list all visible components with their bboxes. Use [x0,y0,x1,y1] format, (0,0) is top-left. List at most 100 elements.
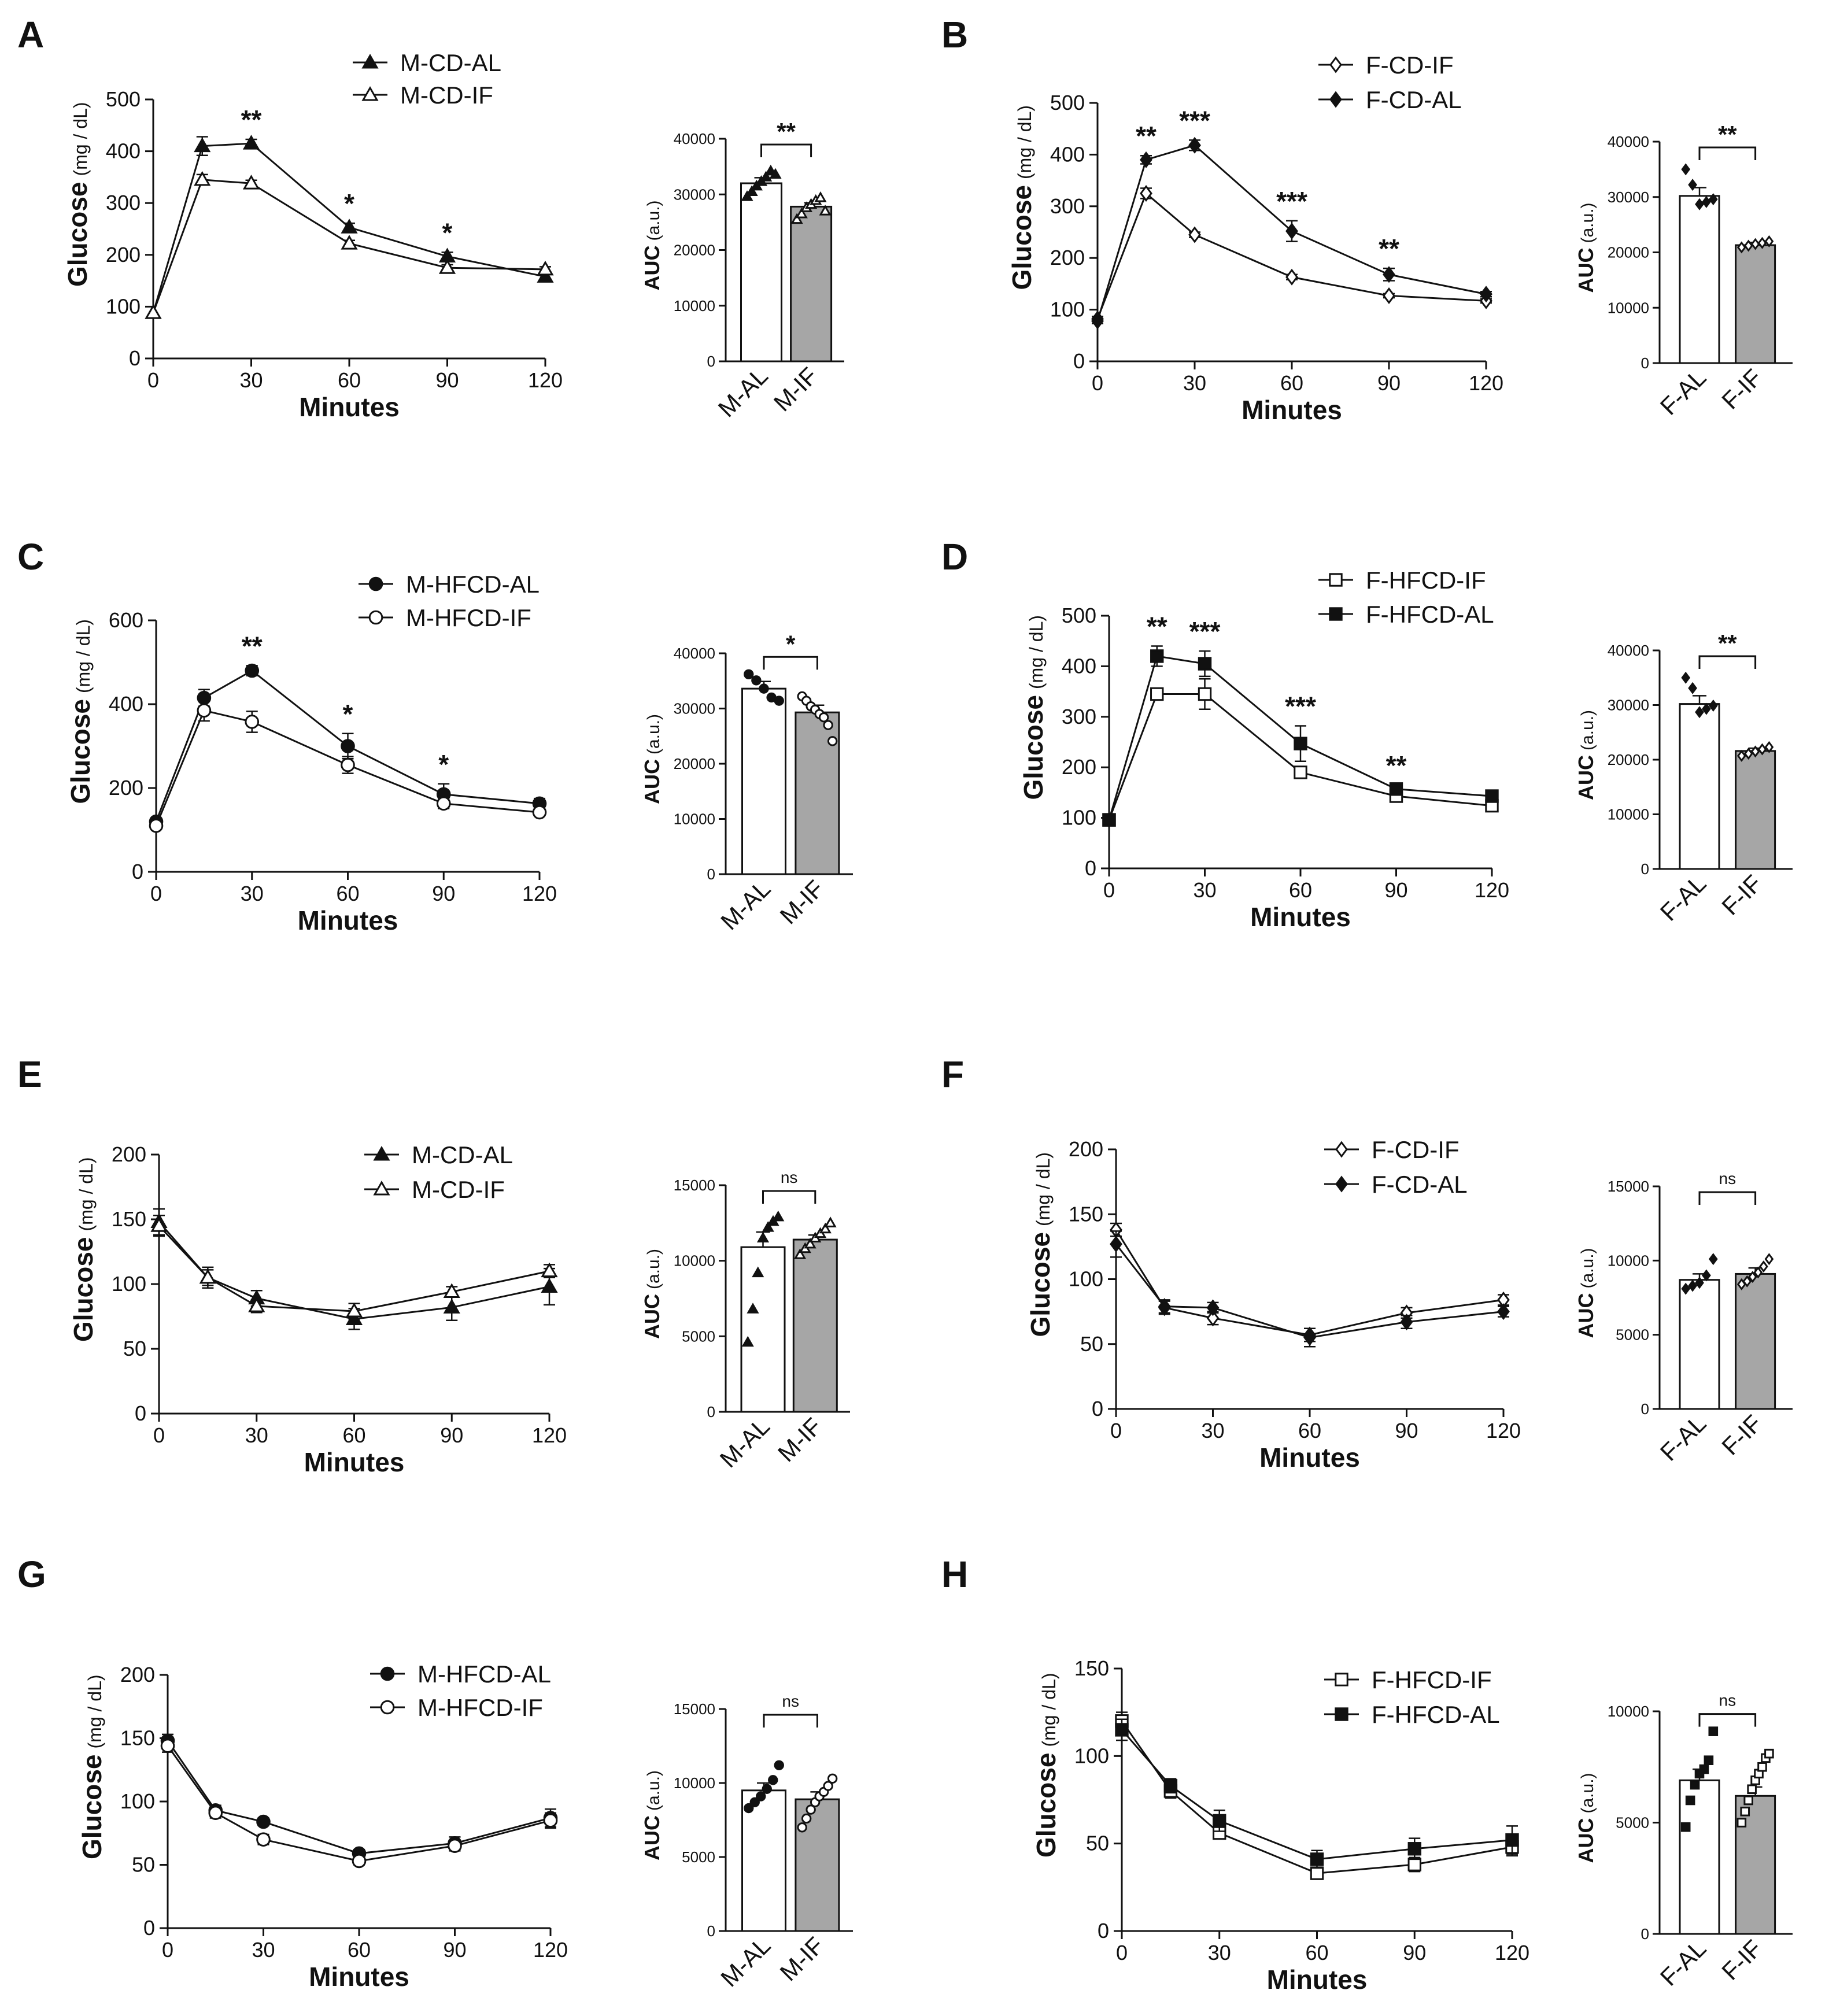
y-axis-label: Glucose (mg / dL) [1018,615,1048,800]
auc-data-point [774,696,784,706]
data-point [345,1303,363,1318]
significance-bracket [1698,1713,1757,1727]
y-tick-label: 200 [106,243,141,267]
y-tick-label: 0 [707,1403,715,1421]
data-point [1389,782,1403,796]
x-tick-label: 30 [1183,371,1206,395]
glucose-line-chart: 0 30 60 90 120 0 100 200 300 400 500 Minutes Glucose… [62,49,563,422]
legend-marker [1329,91,1342,108]
y-tick-label: 10000 [1608,299,1649,316]
y-axis-label-word: Glucose [1031,1752,1061,1858]
data-point [1213,1814,1226,1828]
legend-label: M-HFCD-AL [406,571,540,598]
y-tick-label: 10000 [1608,806,1649,823]
y-axis-label-word: Glucose [65,699,95,804]
auc-data-point [1764,1748,1774,1759]
auc-data-point [1743,748,1753,760]
data-point [341,219,358,234]
auc-data-point [795,207,808,219]
x-axis-label: Minutes [1250,902,1351,932]
series-line [152,142,546,313]
legend-label: M-CD-IF [412,1176,505,1203]
x-axis-label: Minutes [304,1447,405,1477]
data-point [1198,657,1212,671]
y-tick-label: 0 [1073,349,1085,373]
auc-data-point [1702,195,1711,208]
x-tick-label: 120 [532,1423,567,1447]
auc-data-point [1702,702,1711,715]
x-tick-label: 120 [528,368,563,392]
y-tick-label: 0 [1641,1925,1649,1943]
legend-label: F-CD-AL [1366,86,1462,113]
auc-significance-label: ** [777,118,796,145]
auc-axis-label-unit: (a.u.) [644,714,663,754]
data-point [1285,268,1298,286]
series-line [1108,693,1492,820]
x-tick-label: 60 [336,882,359,905]
data-point [248,1297,265,1312]
auc-significance-label: ns [782,1692,799,1710]
legend-marker [361,86,379,101]
x-tick-label: 30 [241,882,264,905]
data-point [537,268,554,283]
y-tick-label: 0 [132,860,143,883]
y-axis-label-unit: (mg / dL) [1026,615,1047,689]
y-tick-label: 400 [106,139,141,163]
auc-significance-label: ns [781,1168,798,1186]
auc-bar-m-if [790,205,833,362]
auc-bar-f-if [1735,1273,1776,1410]
data-point [150,1217,168,1232]
auc-data-point [769,168,782,179]
y-tick-label: 400 [109,692,143,716]
data-point [256,1832,271,1847]
auc-data-point [814,191,827,202]
y-tick-label: 0 [1641,1400,1649,1418]
y-axis-label-word: Glucose [77,1754,107,1859]
y-tick-label: 10000 [674,1774,715,1792]
x-tick-label: 30 [252,1938,275,1962]
legend-label: F-CD-IF [1366,51,1454,79]
glucose-line-chart: 0 30 60 90 120 0 200 400 600 Minutes Glucose (mg / … [65,571,557,935]
panel-h: H 0 30 60 90 120 0 50 100 150 Minutes Glucose (mg / … [941,1553,1793,1995]
data-point [1505,1833,1519,1847]
auc-bar-chart: 0 10000 20000 30000 40000 AUC (a.u.) M-ALM-IF * [640,630,853,935]
y-tick-label: 20000 [674,755,715,772]
y-tick-label: 400 [1062,654,1096,678]
legend-marker [1335,1707,1348,1721]
auc-data-point [1688,682,1697,694]
data-point [532,805,547,820]
auc-bar-m-al [740,1246,786,1413]
auc-data-point [1699,1764,1709,1774]
auc-data-point [747,1303,759,1314]
auc-data-point [804,1237,816,1249]
x-tick-label: 30 [239,368,263,392]
series-line [152,179,546,313]
auc-significance-label: ** [1718,630,1737,657]
series-f-hfcd-al [1115,1718,1519,1869]
auc-category-label: F-AL [1655,870,1712,926]
data-point [1110,1236,1122,1253]
y-tick-label: 100 [1062,806,1096,830]
panel-e: E 0 30 60 90 120 0 50 100 150 200 Minutes Glucose (mg… [17,1053,850,1477]
x-tick-label: 90 [1395,1419,1418,1442]
legend-label: F-HFCD-AL [1372,1701,1500,1728]
y-tick-label: 500 [1062,604,1096,627]
auc-data-point [1680,1822,1691,1832]
panel-label: D [941,536,968,578]
panel-label: G [17,1553,46,1595]
y-tick-label: 300 [1050,194,1085,218]
x-tick-label: 0 [162,1938,173,1962]
data-point [245,663,260,678]
auc-bar-chart: 0 10000 20000 30000 40000 AUC (a.u.) F-AL F-IF ** [1574,630,1793,926]
significance-label: ** [242,631,263,661]
auc-axis-label: AUC (a.u.) [640,714,664,804]
data-point [1383,287,1395,304]
x-tick-label: 90 [443,1938,466,1962]
auc-axis-label-word: AUC [640,246,664,291]
glucose-line-chart: 0 30 60 90 120 0 50 100 150 200 Minutes Glucose (mg … [77,1660,568,1992]
panel-d: D 0 30 60 90 120 0 100 200 300 400 500 Minutes Glucos… [941,536,1793,932]
panel-c: C 0 30 60 90 120 0 200 400 600 Minutes Glucose (mg /… [17,536,853,935]
x-tick-label: 30 [1201,1419,1224,1442]
auc-bar-chart: 0 5000 10000 15000 AUC (a.u.) M-ALM-IF ns [640,1692,853,1992]
auc-data-point [824,1216,837,1227]
